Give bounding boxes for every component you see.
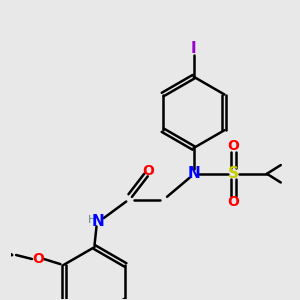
- Text: H: H: [88, 215, 96, 225]
- Text: O: O: [227, 139, 239, 153]
- Text: S: S: [228, 166, 239, 181]
- Text: O: O: [32, 252, 44, 266]
- Text: I: I: [191, 41, 197, 56]
- Text: O: O: [142, 164, 154, 178]
- Text: N: N: [187, 166, 200, 181]
- Text: N: N: [92, 214, 105, 229]
- Text: O: O: [227, 194, 239, 208]
